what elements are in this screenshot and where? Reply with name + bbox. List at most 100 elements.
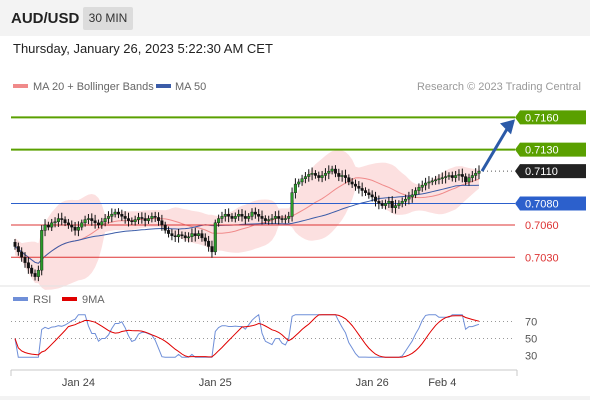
candle-body — [350, 181, 354, 185]
ma9-legend-swatch — [62, 297, 77, 301]
timestamp: Thursday, January 26, 2023 5:22:30 AM CE… — [13, 41, 273, 56]
candle-body — [237, 214, 241, 217]
candle-body — [317, 175, 321, 178]
candle-body — [36, 269, 40, 277]
candle-body — [390, 201, 394, 208]
candle-body — [80, 222, 84, 228]
candle-body — [454, 175, 458, 178]
candle-body — [364, 190, 368, 193]
candle-body — [377, 201, 381, 204]
candle-body — [106, 216, 110, 219]
x-label-jan-24: Jan 24 — [62, 377, 95, 389]
footer-bar — [0, 396, 590, 400]
candle-body — [183, 235, 187, 239]
candle-body — [293, 183, 297, 193]
candle-body — [434, 179, 438, 182]
candle-body — [130, 220, 134, 222]
candle-body — [310, 173, 314, 175]
forecast-arrow-head — [500, 119, 515, 135]
candle-body — [353, 183, 357, 187]
ma50-line — [14, 184, 480, 264]
candle-body — [404, 198, 408, 202]
candle-body — [126, 218, 130, 221]
level-tag-0.7160 — [515, 110, 586, 125]
candle-body — [63, 219, 67, 224]
candle-body — [307, 174, 311, 177]
candle-body — [437, 178, 441, 180]
last-price-label: 0.7110 — [525, 166, 558, 178]
candle-body — [420, 184, 424, 188]
timeframe-button[interactable]: 30 MIN — [83, 7, 133, 30]
candle-body — [464, 176, 468, 183]
candle-body — [173, 235, 177, 238]
candle-body — [93, 220, 97, 224]
credit-label: Research © 2023 Trading Central — [417, 81, 581, 93]
candle-body — [447, 175, 451, 177]
candle-body — [190, 233, 194, 238]
candle-body — [283, 218, 287, 220]
candle-body — [220, 216, 224, 219]
ma50-legend-swatch — [156, 84, 171, 88]
rsi-legend-label: RSI — [33, 294, 51, 306]
candle-body — [113, 211, 117, 215]
ma9-legend-label: 9MA — [82, 294, 105, 306]
candle-body — [90, 218, 94, 221]
candle-body — [197, 233, 201, 236]
candle-body — [46, 224, 50, 228]
candle-body — [33, 273, 37, 277]
candle-body — [193, 233, 197, 236]
candle-body — [300, 178, 304, 183]
candle-body — [290, 192, 294, 217]
x-label-jan-25: Jan 25 — [199, 377, 232, 389]
candle-body — [323, 173, 327, 176]
ma20-legend-swatch — [13, 84, 28, 88]
candle-body — [140, 217, 144, 219]
level-tag-0.7080 — [515, 196, 586, 211]
candle-body — [26, 262, 30, 269]
candle-body — [273, 216, 277, 219]
level-label-0.7030: 0.7030 — [525, 252, 559, 264]
candle-body — [477, 170, 481, 174]
candle-body — [66, 222, 70, 226]
candle-body — [50, 222, 54, 228]
candle-body — [70, 224, 74, 228]
candle-body — [177, 234, 181, 238]
candle-body — [60, 218, 64, 220]
candle-body — [243, 216, 247, 219]
candle-body — [287, 216, 291, 219]
bollinger-band — [15, 150, 479, 290]
candle-body — [270, 218, 274, 220]
level-label-0.7160: 0.7160 — [525, 112, 559, 124]
x-label-feb-4: Feb 4 — [428, 377, 456, 389]
candle-body — [460, 174, 464, 177]
candle-body — [470, 175, 474, 178]
candle-body — [163, 224, 167, 231]
candle-body — [203, 237, 207, 242]
candle-body — [297, 181, 301, 185]
candle-body — [340, 175, 344, 177]
candle-body — [210, 246, 214, 253]
candle-body — [207, 240, 211, 247]
candle-body — [23, 257, 27, 263]
candle-body — [250, 211, 254, 217]
candle-body — [394, 205, 398, 208]
candle-body — [360, 188, 364, 191]
candle-body — [414, 190, 418, 196]
candle-body — [380, 203, 384, 206]
candles — [13, 165, 481, 282]
candle-body — [143, 218, 147, 221]
candle-body — [40, 230, 44, 271]
candle-body — [267, 219, 271, 221]
candle-body — [53, 221, 57, 224]
candle-body — [303, 176, 307, 179]
candle-body — [407, 196, 411, 200]
candle-body — [257, 214, 261, 217]
candle-body — [16, 246, 20, 253]
candle-body — [86, 218, 90, 220]
rsi-level-label-70: 70 — [525, 317, 537, 329]
candle-body — [260, 216, 264, 219]
candle-body — [467, 177, 471, 183]
candle-body — [137, 217, 141, 220]
candle-body — [160, 220, 164, 226]
candle-body — [96, 222, 100, 226]
